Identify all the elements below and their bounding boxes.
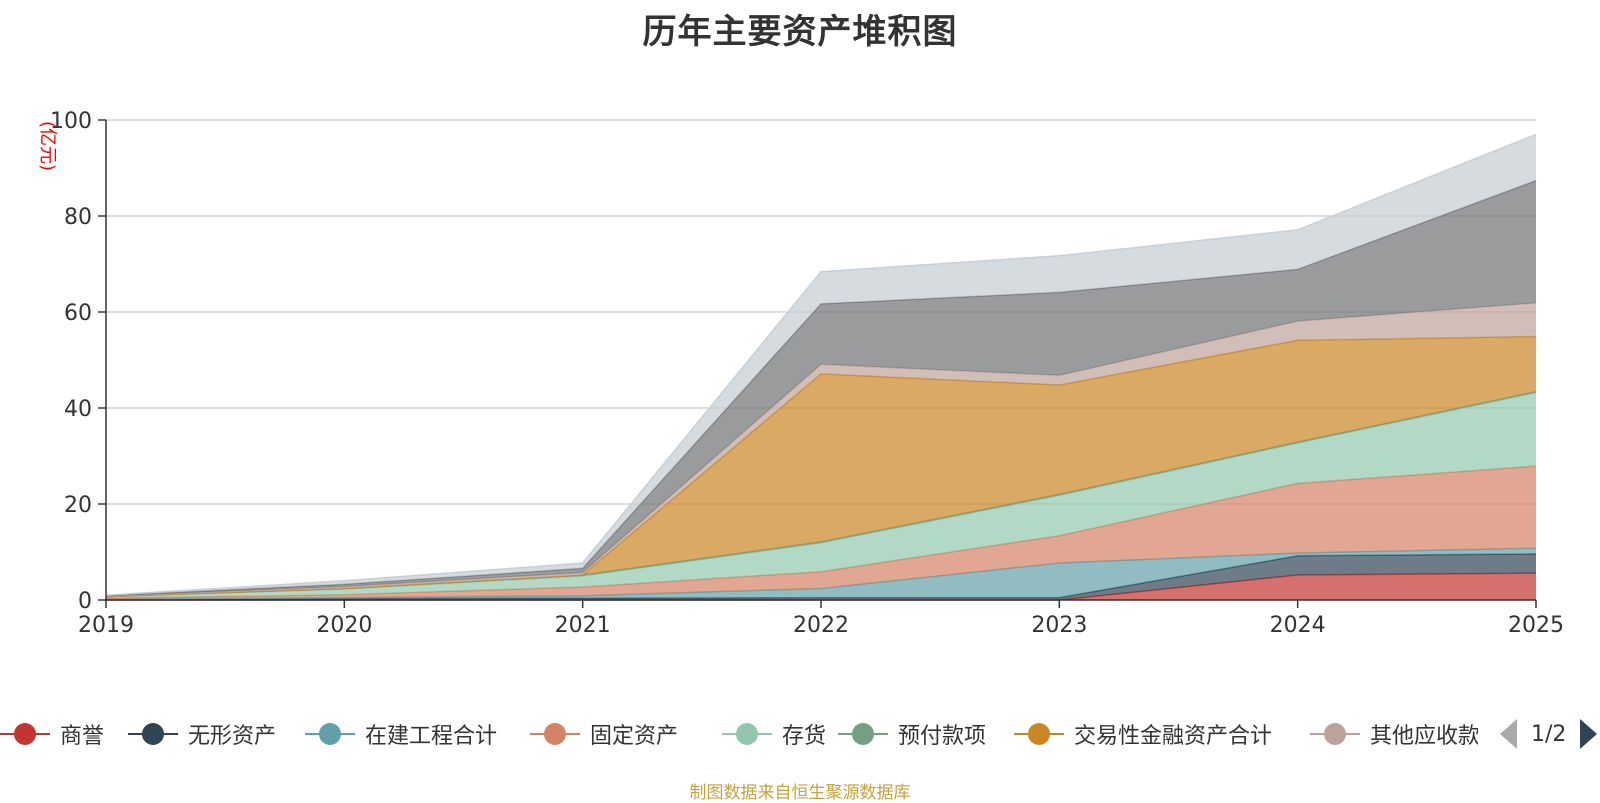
x-tick-label-2021: 2021 <box>555 613 611 638</box>
legend-marker-dot <box>142 723 164 745</box>
legend-item-在建工程合计[interactable]: 在建工程合计 <box>305 716 497 752</box>
x-tick-label-2024: 2024 <box>1270 613 1326 638</box>
area-资产系列10 <box>106 134 1536 596</box>
axes: 0 20 40 60 80 100 2019 2020 2021 2022 2023 2024 2025 <box>50 109 1564 638</box>
area-交易性金融资产合计 <box>106 336 1536 597</box>
legend-item-无形资产[interactable]: 无形资产 <box>128 716 276 752</box>
chart-title: 历年主要资产堆积图 <box>642 12 958 52</box>
legend-item-商誉[interactable]: 商誉 <box>0 716 104 752</box>
legend-marker-icon <box>128 716 178 752</box>
area-其他应收款 <box>106 302 1536 597</box>
legend-marker-dot <box>319 723 341 745</box>
legend-marker-icon <box>838 716 888 752</box>
x-tick-label-2022: 2022 <box>793 613 849 638</box>
legend-marker-icon <box>0 716 50 752</box>
legend-marker-icon <box>1310 716 1360 752</box>
area-series <box>105 133 1537 601</box>
y-tick-label-20: 20 <box>64 493 92 518</box>
legend-marker-dot <box>14 723 36 745</box>
legend: 商誉 无形资产 在建工程合计 固定资产 存货 预付款项 交易性金融资产合计 其他应收款 1/2 <box>0 716 1600 756</box>
x-tick-label-2025: 2025 <box>1508 613 1564 638</box>
x-tick-label-2020: 2020 <box>316 613 372 638</box>
legend-item-固定资产[interactable]: 固定资产 <box>530 716 678 752</box>
legend-label: 在建工程合计 <box>365 724 498 749</box>
legend-label: 存货 <box>782 724 827 749</box>
x-tick-label-2019: 2019 <box>78 613 134 638</box>
legend-label: 预付款项 <box>898 724 987 749</box>
area-无形资产 <box>106 553 1536 600</box>
legend-marker-dot <box>736 723 758 745</box>
legend-marker-icon <box>722 716 772 752</box>
legend-next-page-icon[interactable] <box>1580 719 1598 749</box>
legend-marker-dot <box>852 723 874 745</box>
legend-label: 商誉 <box>60 724 105 749</box>
legend-label: 交易性金融资产合计 <box>1074 724 1273 749</box>
y-tick-label-60: 60 <box>64 301 92 326</box>
legend-marker-icon <box>305 716 355 752</box>
y-tick-label-80: 80 <box>64 205 92 230</box>
legend-marker-dot <box>544 723 566 745</box>
x-tick-label-2023: 2023 <box>1031 613 1087 638</box>
area-资产系列9 <box>106 180 1536 597</box>
legend-items: 商誉 无形资产 在建工程合计 固定资产 存货 预付款项 交易性金融资产合计 其他应收款 <box>0 716 1478 756</box>
area-商誉 <box>106 573 1536 600</box>
legend-marker-icon <box>530 716 580 752</box>
legend-item-其他应收款[interactable]: 其他应收款 <box>1310 716 1478 752</box>
data-source-note: 制图数据来自恒生聚源数据库 <box>689 783 911 803</box>
legend-label: 固定资产 <box>590 724 679 749</box>
stacked-area-chart: 0 20 40 60 80 100 2019 2020 2021 2022 2023 2024 2025… <box>37 109 1564 638</box>
y-tick-label-100: 100 <box>50 109 92 134</box>
legend-prev-page-icon[interactable] <box>1500 719 1517 749</box>
line-资产系列10 <box>105 133 1537 596</box>
y-axis-unit-label: (亿元) <box>37 121 58 171</box>
legend-label: 其他应收款 <box>1370 724 1478 749</box>
legend-pager: 1/2 <box>1500 716 1598 752</box>
legend-marker-dot <box>1324 723 1346 745</box>
legend-label: 无形资产 <box>188 724 277 749</box>
legend-item-存货[interactable]: 存货 <box>722 716 826 752</box>
y-tick-label-0: 0 <box>78 589 92 614</box>
area-在建工程合计 <box>106 548 1536 600</box>
legend-marker-icon <box>1014 716 1064 752</box>
legend-item-预付款项[interactable]: 预付款项 <box>838 716 986 752</box>
legend-page-indicator: 1/2 <box>1531 721 1567 747</box>
legend-marker-dot <box>1028 723 1050 745</box>
legend-item-交易性金融资产合计[interactable]: 交易性金融资产合计 <box>1014 716 1272 752</box>
y-tick-label-40: 40 <box>64 397 92 422</box>
area-存货 <box>106 392 1536 599</box>
